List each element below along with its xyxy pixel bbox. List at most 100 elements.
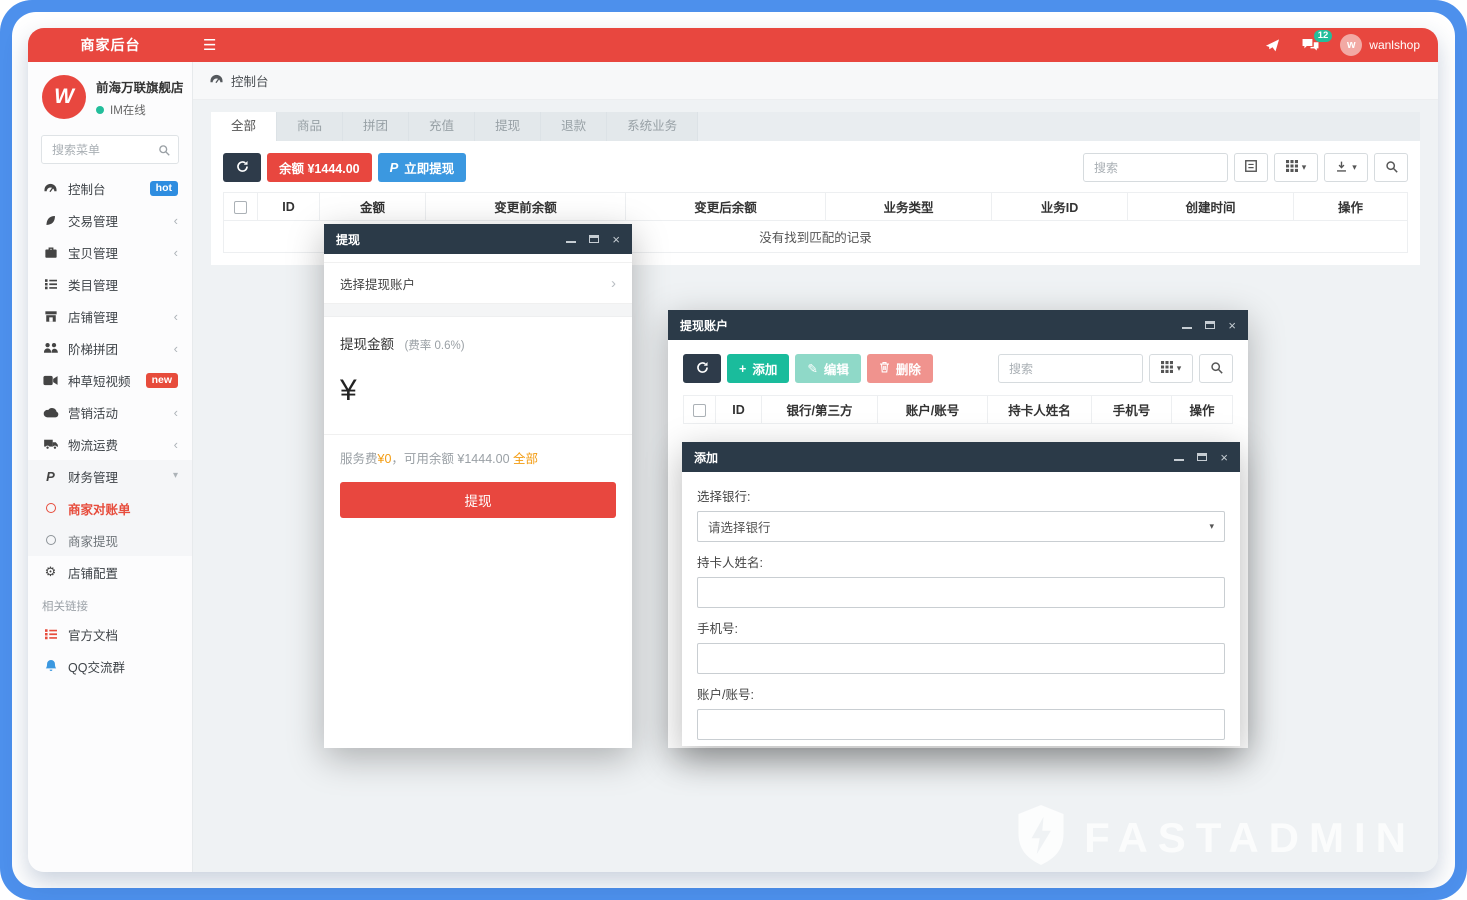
sidebar-link-qq[interactable]: QQ交流群 [28, 650, 192, 682]
minimize-icon[interactable] [1174, 459, 1185, 461]
sidebar-item-finance[interactable]: P 财务管理 ▾ [28, 460, 192, 492]
sidebar-item-groupbuy[interactable]: 阶梯拼团 ‹ [28, 332, 192, 364]
chevron-left-icon: ‹ [173, 340, 178, 356]
delete-account-button[interactable]: 删除 [866, 354, 933, 383]
refresh-button[interactable] [223, 153, 261, 182]
column-header-before[interactable]: 变更前余额 [425, 192, 626, 221]
minimize-icon[interactable] [1182, 327, 1193, 329]
hamburger-icon[interactable]: ☰ [203, 37, 217, 54]
paypal-icon: P [46, 468, 55, 484]
storefront-icon [42, 310, 59, 323]
add-account-button[interactable]: + 添加 [727, 354, 790, 383]
sidebar-subitem-statement[interactable]: 商家对账单 [28, 492, 192, 524]
column-header-operate[interactable]: 操作 [1171, 395, 1233, 424]
column-header-bizid[interactable]: 业务ID [991, 192, 1128, 221]
refresh-button[interactable] [683, 354, 721, 383]
bank-label: 选择银行: [697, 490, 751, 504]
store-logo: W [42, 75, 86, 119]
sidebar-subitem-withdraw[interactable]: 商家提现 [28, 524, 192, 556]
column-header-account[interactable]: 账户/账号 [877, 395, 988, 424]
phone-input[interactable] [697, 643, 1225, 674]
sidebar-item-shop[interactable]: 店铺管理 ‹ [28, 300, 192, 332]
account-number-input[interactable] [697, 709, 1225, 740]
add-dialog-titlebar[interactable]: 添加 × [682, 442, 1240, 472]
phone-label: 手机号: [697, 622, 738, 636]
close-icon[interactable]: × [1220, 449, 1228, 465]
balance-button[interactable]: 余额 ¥1444.00 [267, 153, 372, 182]
tab-goods[interactable]: 商品 [277, 112, 344, 141]
holder-name-label: 持卡人姓名: [697, 556, 763, 570]
sidebar-item-category[interactable]: 类目管理 [28, 268, 192, 300]
username: wanlshop [1369, 38, 1420, 52]
sidebar-item-settings[interactable]: ⚙ 店铺配置 [28, 556, 192, 588]
column-header-createtime[interactable]: 创建时间 [1127, 192, 1294, 221]
bank-select[interactable]: 请选择银行 ▾ [697, 511, 1225, 542]
withdraw-submit-button[interactable]: 提现 [340, 482, 616, 518]
store-profile[interactable]: W 前海万联旗舰店 IM在线 [28, 62, 192, 129]
chevron-left-icon: ‹ [173, 308, 178, 324]
paypal-icon: P [389, 160, 399, 175]
maximize-icon[interactable] [1197, 453, 1208, 461]
tab-recharge[interactable]: 充值 [409, 112, 476, 141]
sidebar-item-video[interactable]: 种草短视频 new [28, 364, 192, 396]
tab-groupbuy[interactable]: 拼团 [343, 112, 410, 141]
tab-all[interactable]: 全部 [211, 112, 278, 141]
column-header-operate[interactable]: 操作 [1293, 192, 1408, 221]
column-header-bank[interactable]: 银行/第三方 [761, 395, 878, 424]
accounts-search-input[interactable] [998, 354, 1143, 383]
select-all-checkbox[interactable] [683, 395, 716, 424]
close-icon[interactable]: × [612, 231, 620, 247]
accounts-dialog-titlebar[interactable]: 提现账户 × [668, 310, 1248, 340]
holder-name-input[interactable] [697, 577, 1225, 608]
column-header-id[interactable]: ID [715, 395, 762, 424]
minimize-icon[interactable] [566, 241, 577, 243]
withdraw-now-button[interactable]: P 立即提现 [377, 153, 467, 182]
column-header-phone[interactable]: 手机号 [1091, 395, 1172, 424]
advanced-search-button[interactable] [1374, 153, 1408, 182]
online-status-dot [96, 105, 104, 114]
table-search-input[interactable] [1083, 153, 1228, 182]
amount-input[interactable]: ¥ [340, 374, 357, 407]
sidebar-item-trade[interactable]: 交易管理 ‹ [28, 204, 192, 236]
columns-button[interactable]: ▾ [1274, 153, 1318, 182]
service-fee-value: ¥0 [377, 452, 392, 466]
columns-button[interactable]: ▾ [1149, 354, 1193, 383]
tab-system[interactable]: 系统业务 [607, 112, 699, 141]
user-menu[interactable]: w wanlshop [1340, 34, 1420, 56]
select-withdraw-account-row[interactable]: 选择提现账户 › [324, 262, 632, 304]
column-header-type[interactable]: 业务类型 [825, 192, 992, 221]
sidebar-item-marketing[interactable]: 营销活动 ‹ [28, 396, 192, 428]
column-header-amount[interactable]: 金额 [319, 192, 426, 221]
export-button[interactable]: ▾ [1324, 153, 1368, 182]
sidebar-link-docs[interactable]: 官方文档 [28, 618, 192, 650]
new-badge: new [145, 372, 178, 388]
chevron-left-icon: ‹ [173, 212, 178, 228]
sidebar-item-goods[interactable]: 宝贝管理 ‹ [28, 236, 192, 268]
brand-title: 商家后台 [80, 37, 141, 53]
advanced-search-button[interactable] [1199, 354, 1233, 383]
menu-search-input[interactable] [41, 135, 179, 164]
select-all-checkbox[interactable] [223, 192, 258, 221]
column-header-holder[interactable]: 持卡人姓名 [987, 395, 1092, 424]
form-view-button[interactable] [1234, 153, 1268, 182]
chevron-down-icon: ▾ [172, 470, 178, 481]
maximize-icon[interactable] [589, 235, 600, 243]
tab-bar: 全部 商品 拼团 充值 提现 退款 系统业务 [211, 112, 1420, 141]
withdraw-dialog-titlebar[interactable]: 提现 × [324, 224, 632, 254]
sidebar-item-dashboard[interactable]: 控制台 hot [28, 172, 192, 204]
maximize-icon[interactable] [1205, 321, 1216, 329]
caret-down-icon: ▾ [1301, 162, 1307, 172]
send-icon[interactable] [1264, 38, 1281, 53]
tab-refund[interactable]: 退款 [541, 112, 608, 141]
column-header-id[interactable]: ID [257, 192, 320, 221]
messages-icon[interactable]: 12 [1301, 29, 1333, 53]
sidebar-item-logistics[interactable]: 物流运费 ‹ [28, 428, 192, 460]
withdraw-all-link[interactable]: 全部 [513, 452, 539, 466]
column-header-after[interactable]: 变更后余额 [625, 192, 826, 221]
divider [324, 304, 632, 317]
tab-withdraw[interactable]: 提现 [475, 112, 542, 141]
edit-account-button[interactable]: ✎ 编辑 [795, 354, 861, 383]
close-icon[interactable]: × [1228, 317, 1236, 333]
chevron-left-icon: ‹ [173, 404, 178, 420]
video-camera-icon [42, 375, 59, 386]
